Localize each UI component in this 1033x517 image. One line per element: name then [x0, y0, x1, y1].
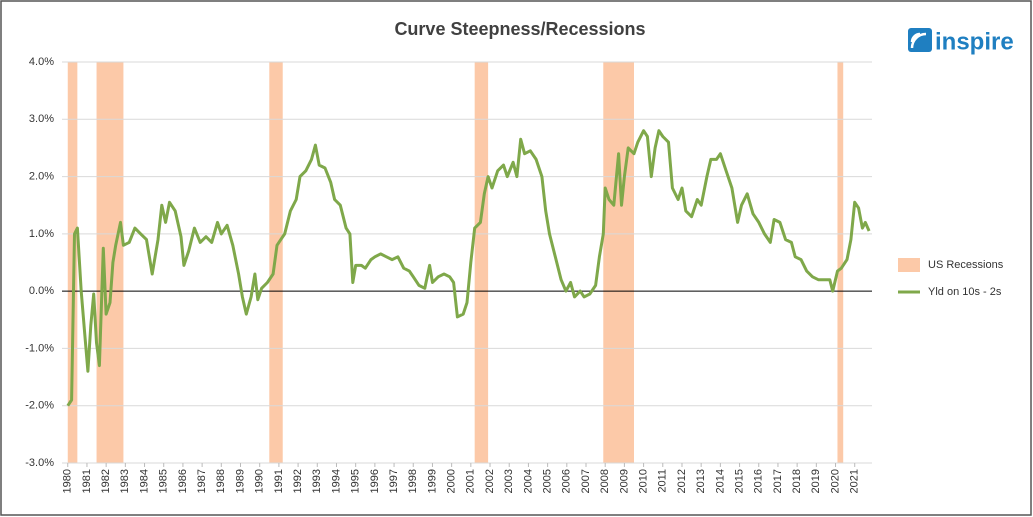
x-tick-label: 1992 — [292, 469, 304, 493]
x-tick-label: 2010 — [637, 469, 649, 493]
x-tick-label: 2015 — [733, 469, 745, 493]
recession-band — [96, 62, 124, 463]
x-tick-label: 2019 — [810, 469, 822, 493]
x-tick-label: 1995 — [350, 469, 362, 493]
recession-band — [837, 62, 844, 463]
x-tick-label: 1996 — [369, 469, 381, 493]
x-tick-label: 1983 — [119, 469, 131, 493]
logo: inspire — [908, 28, 1014, 55]
logo-waves — [910, 32, 927, 49]
x-tick-label: 2012 — [676, 469, 688, 493]
y-tick-label: 0.0% — [29, 285, 54, 297]
y-tick-label: 4.0% — [29, 56, 54, 68]
x-tick-label: 1991 — [273, 469, 285, 493]
x-tick-label: 2017 — [772, 469, 784, 493]
y-tick-label: 1.0% — [29, 228, 54, 240]
x-tick-label: 2007 — [580, 469, 592, 493]
x-tick-label: 1987 — [196, 469, 208, 493]
chart-title: Curve Steepness/Recessions — [394, 19, 645, 39]
legend-label: US Recessions — [928, 259, 1004, 271]
x-tick-label: 1980 — [62, 469, 74, 493]
x-tick-label: 2002 — [484, 469, 496, 493]
x-tick-label: 1997 — [388, 469, 400, 493]
x-tick-label: 2003 — [503, 469, 515, 493]
x-tick-label: 2005 — [542, 469, 554, 493]
x-tick-label: 1999 — [426, 469, 438, 493]
x-tick-label: 1982 — [100, 469, 112, 493]
x-tick-label: 1989 — [234, 469, 246, 493]
x-tick-label: 1994 — [330, 469, 342, 493]
x-tick-label: 2016 — [753, 469, 765, 493]
x-tick-label: 2021 — [849, 469, 861, 493]
x-tick-label: 1984 — [138, 469, 150, 493]
y-tick-label: -1.0% — [25, 342, 54, 354]
x-tick-label: 2013 — [695, 469, 707, 493]
y-tick-label: -3.0% — [25, 457, 54, 469]
x-tick-label: 2000 — [446, 469, 458, 493]
legend-swatch — [898, 258, 920, 272]
x-tick-label: 2001 — [465, 469, 477, 493]
x-tick-label: 1998 — [407, 469, 419, 493]
y-tick-label: -2.0% — [25, 400, 54, 412]
x-tick-label: 2020 — [829, 469, 841, 493]
x-tick-label: 2009 — [618, 469, 630, 493]
legend-label: Yld on 10s - 2s — [928, 286, 1002, 298]
y-tick-label: 3.0% — [29, 113, 54, 125]
recession-band — [474, 62, 489, 463]
series-line — [66, 129, 871, 407]
y-tick-label: 2.0% — [29, 170, 54, 182]
x-tick-label: 1993 — [311, 469, 323, 493]
x-tick-label: 2004 — [522, 469, 534, 493]
x-tick-label: 2006 — [561, 469, 573, 493]
x-tick-label: 2018 — [791, 469, 803, 493]
logo-text: inspire — [935, 28, 1014, 55]
x-tick-label: 1988 — [215, 469, 227, 493]
recession-band — [603, 62, 634, 463]
x-tick-label: 2011 — [657, 469, 669, 493]
x-tick-label: 1986 — [177, 469, 189, 493]
x-tick-label: 1985 — [158, 469, 170, 493]
x-tick-label: 2008 — [599, 469, 611, 493]
x-tick-label: 1990 — [254, 469, 266, 493]
x-tick-label: 1981 — [81, 469, 93, 493]
x-tick-label: 2014 — [714, 469, 726, 493]
